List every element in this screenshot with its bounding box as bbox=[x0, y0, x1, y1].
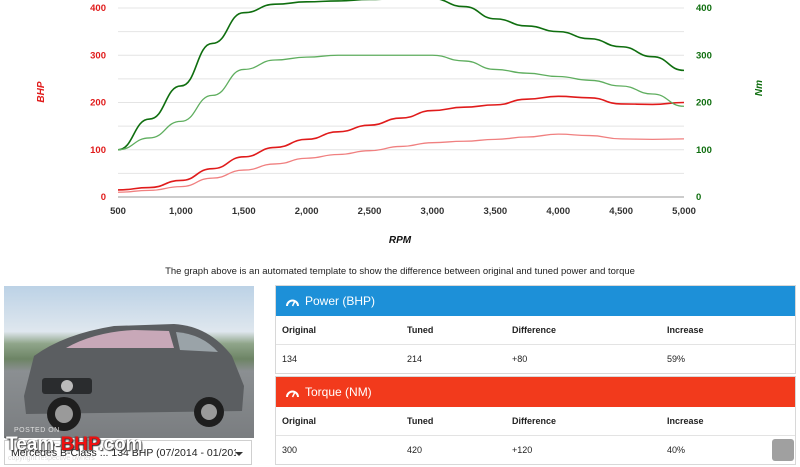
power-tuned: 214 bbox=[407, 354, 423, 364]
torque-panel: Torque (NM) Original Tuned Difference In… bbox=[275, 376, 796, 465]
torque-header-original: Original bbox=[276, 407, 401, 436]
torque-panel-title: Torque (NM) bbox=[305, 385, 372, 399]
torque-header-increase: Increase bbox=[661, 407, 795, 436]
x-axis-label: RPM bbox=[389, 235, 412, 246]
x-tick-label: 3,000 bbox=[421, 206, 445, 217]
power-panel-title: Power (BHP) bbox=[305, 294, 376, 308]
power-difference: +80 bbox=[512, 354, 528, 364]
tuned-torque-line bbox=[117, 0, 685, 151]
gauge-icon bbox=[286, 390, 299, 398]
tuned-power-line bbox=[117, 95, 685, 191]
x-tick-label: 500 bbox=[110, 206, 126, 217]
original-power-line bbox=[117, 133, 685, 193]
gauge-icon bbox=[286, 299, 299, 307]
x-tick-label: 4,500 bbox=[609, 206, 633, 217]
chart-grid bbox=[118, 7, 684, 198]
y-right-tick-labels: 0 100 200 300 400 bbox=[696, 3, 712, 203]
car-illustration bbox=[24, 324, 244, 431]
power-header-tuned: Tuned bbox=[401, 316, 506, 345]
power-header-difference: Difference bbox=[506, 316, 661, 345]
x-tick-label: 3,500 bbox=[483, 206, 507, 217]
vehicle-select-value: Mercedes B-Class ... 134 BHP (07/2014 - … bbox=[11, 447, 236, 459]
y-left-tick-label: 100 bbox=[90, 145, 106, 156]
power-torque-chart: 500 1,000 1,500 2,000 2,500 3,000 3,500 4,000 4,… bbox=[36, 0, 765, 246]
y-right-tick-label: 200 bbox=[696, 98, 712, 109]
x-tick-label: 2,000 bbox=[295, 206, 319, 217]
y-left-tick-labels: 0 100 200 300 400 bbox=[90, 3, 106, 203]
chevron-down-icon bbox=[235, 452, 243, 456]
torque-table: Original Tuned Difference Increase 300 4… bbox=[276, 407, 795, 464]
torque-header-difference: Difference bbox=[506, 407, 661, 436]
y-right-tick-label: 300 bbox=[696, 50, 712, 61]
car-photo bbox=[4, 286, 254, 438]
chart-series bbox=[117, 0, 685, 193]
power-table: Original Tuned Difference Increase 134 2… bbox=[276, 316, 795, 373]
y-left-axis-label: BHP bbox=[36, 81, 47, 102]
torque-increase: 40% bbox=[667, 445, 686, 455]
torque-original: 300 bbox=[282, 445, 298, 455]
torque-difference: +120 bbox=[512, 445, 533, 455]
power-header-original: Original bbox=[276, 316, 401, 345]
y-right-tick-label: 0 bbox=[696, 192, 701, 203]
y-right-axis-label: Nm bbox=[754, 80, 765, 96]
x-tick-label: 2,500 bbox=[358, 206, 382, 217]
y-right-tick-label: 400 bbox=[696, 3, 712, 14]
y-left-tick-label: 200 bbox=[90, 98, 106, 109]
expand-icon[interactable] bbox=[772, 439, 794, 461]
torque-tuned: 420 bbox=[407, 445, 423, 455]
x-tick-label: 4,000 bbox=[546, 206, 570, 217]
y-left-tick-label: 0 bbox=[101, 192, 106, 203]
x-tick-label: 1,000 bbox=[169, 206, 193, 217]
y-left-tick-label: 400 bbox=[90, 3, 106, 14]
torque-header-tuned: Tuned bbox=[401, 407, 506, 436]
x-tick-labels: 500 1,000 1,500 2,000 2,500 3,000 3,500 4,000 4,… bbox=[110, 206, 696, 217]
x-tick-label: 1,500 bbox=[232, 206, 256, 217]
vehicle-select[interactable]: Mercedes B-Class ... 134 BHP (07/2014 - … bbox=[4, 440, 252, 465]
power-panel-header: Power (BHP) bbox=[276, 286, 795, 316]
power-panel: Power (BHP) Original Tuned Difference In… bbox=[275, 285, 796, 374]
power-increase: 59% bbox=[667, 354, 686, 364]
y-left-tick-label: 300 bbox=[90, 50, 106, 61]
chart-caption: The graph above is an automated template… bbox=[165, 266, 635, 277]
y-right-tick-label: 100 bbox=[696, 145, 712, 156]
original-torque-line bbox=[117, 54, 685, 151]
power-header-increase: Increase bbox=[661, 316, 795, 345]
power-original: 134 bbox=[282, 354, 298, 364]
torque-panel-header: Torque (NM) bbox=[276, 377, 795, 407]
x-tick-label: 5,000 bbox=[672, 206, 696, 217]
